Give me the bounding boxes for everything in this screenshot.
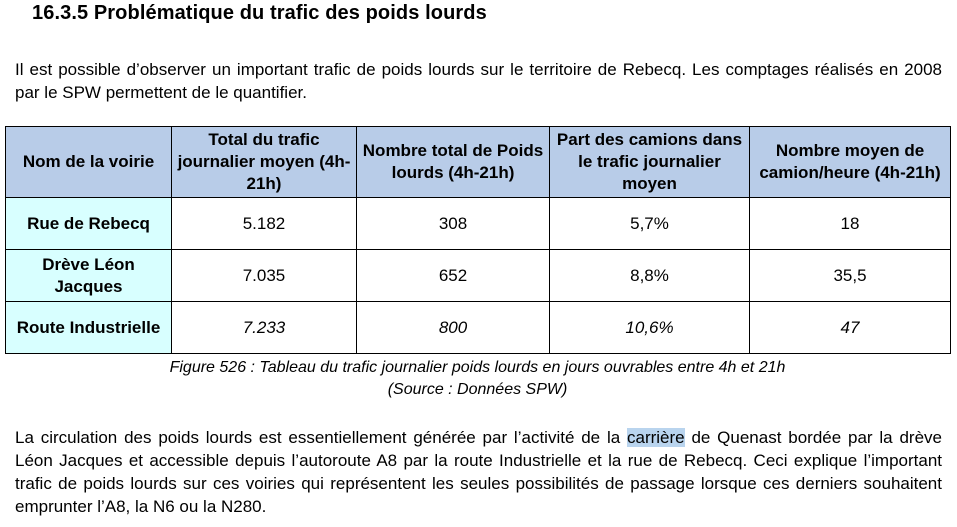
header-total-daily-traffic: Total du trafic journalier moyen (4h-21h… bbox=[171, 126, 357, 198]
cell-total-traffic: 5.182 bbox=[171, 197, 357, 250]
cell-heavy-vehicles: 800 bbox=[356, 301, 550, 354]
body-text-before: La circulation des poids lourds est esse… bbox=[15, 428, 627, 447]
highlighted-word[interactable]: carrière bbox=[627, 428, 685, 447]
header-road-name: Nom de la voirie bbox=[5, 126, 172, 198]
body-paragraph: La circulation des poids lourds est esse… bbox=[15, 426, 942, 518]
header-total-heavy-vehicles: Nombre total de Poids lourds (4h-21h) bbox=[356, 126, 550, 198]
section-heading: 16.3.5 Problématique du trafic des poids… bbox=[32, 2, 487, 24]
cell-heavy-vehicles: 308 bbox=[356, 197, 550, 250]
cell-heavy-vehicles: 652 bbox=[356, 249, 550, 302]
cell-total-traffic: 7.035 bbox=[171, 249, 357, 302]
cell-trucks-per-hour: 18 bbox=[749, 197, 951, 250]
cell-truck-share: 10,6% bbox=[549, 301, 750, 354]
caption-title: Figure 526 : Tableau du trafic journalie… bbox=[169, 359, 786, 376]
header-truck-share: Part des camions dans le trafic journali… bbox=[549, 126, 750, 198]
cell-truck-share: 5,7% bbox=[549, 197, 750, 250]
caption-source: (Source : Données SPW) bbox=[387, 381, 568, 398]
table-row: Drève Léon Jacques 7.035 652 8,8% 35,5 bbox=[5, 249, 951, 302]
traffic-table: Nom de la voirie Total du trafic journal… bbox=[5, 126, 951, 354]
row-road-name: Route Industrielle bbox=[5, 301, 172, 354]
figure-caption: Figure 526 : Tableau du trafic journalie… bbox=[5, 357, 950, 401]
intro-paragraph: Il est possible d’observer un important … bbox=[15, 60, 942, 102]
table-header-row: Nom de la voirie Total du trafic journal… bbox=[5, 126, 951, 198]
table-row: Rue de Rebecq 5.182 308 5,7% 18 bbox=[5, 197, 951, 250]
row-road-name: Drève Léon Jacques bbox=[5, 249, 172, 302]
row-road-name: Rue de Rebecq bbox=[5, 197, 172, 250]
header-trucks-per-hour: Nombre moyen de camion/heure (4h-21h) bbox=[749, 126, 951, 198]
body-text-after: de Quenast bordée par la drève Léon Jacq… bbox=[15, 428, 942, 516]
cell-trucks-per-hour: 35,5 bbox=[749, 249, 951, 302]
cell-trucks-per-hour: 47 bbox=[749, 301, 951, 354]
cell-total-traffic: 7.233 bbox=[171, 301, 357, 354]
cell-truck-share: 8,8% bbox=[549, 249, 750, 302]
table-row: Route Industrielle 7.233 800 10,6% 47 bbox=[5, 301, 951, 354]
